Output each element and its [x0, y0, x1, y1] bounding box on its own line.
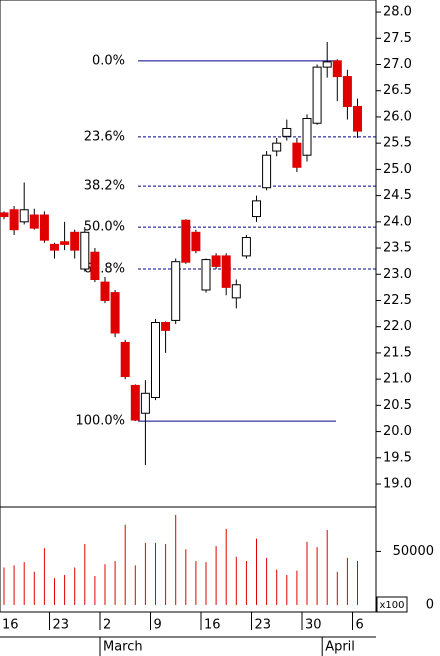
x-tick-label: 9 — [154, 618, 162, 633]
candle-body — [140, 392, 150, 414]
month-label: March — [103, 640, 143, 655]
candle-body — [29, 214, 39, 229]
candle-body — [100, 281, 110, 301]
candle-body — [342, 76, 352, 107]
y-tick-label: 50000 — [393, 544, 434, 559]
candle-body — [110, 292, 120, 334]
candle-body — [211, 255, 221, 267]
x-tick-label: 23 — [53, 618, 70, 633]
candle-body — [70, 231, 80, 251]
candle-body — [322, 61, 332, 68]
y-tick-label: 27.0 — [383, 57, 412, 72]
y-tick-label: 22.0 — [383, 319, 412, 334]
candle-body — [120, 341, 130, 378]
y-tick-label: 25.5 — [383, 136, 412, 151]
x-tick-label: 23 — [255, 618, 272, 633]
candle-body — [19, 209, 29, 223]
candle-body — [191, 231, 201, 252]
volume-frame — [0, 506, 377, 613]
y-tick-label: 21.5 — [383, 345, 412, 360]
candle-body — [80, 231, 90, 270]
fib-label: 61.8% — [84, 262, 125, 277]
candle-body — [252, 200, 261, 218]
fib-label: 50.0% — [84, 220, 125, 235]
fib-label: 0.0% — [92, 53, 125, 68]
candle-body — [161, 322, 171, 331]
candle-body — [231, 284, 241, 299]
y-tick-label: 26.5 — [383, 83, 412, 98]
candle-body — [262, 154, 272, 189]
y-tick-label: 19.0 — [383, 477, 412, 492]
y-tick-label: 27.5 — [383, 31, 412, 46]
candle-body — [292, 142, 302, 168]
candle-body — [90, 251, 100, 281]
candle-body — [221, 255, 231, 288]
candle-body — [181, 219, 191, 263]
candle-body — [241, 237, 251, 257]
candle-body — [151, 322, 160, 398]
y-tick-label: 25.0 — [383, 162, 412, 177]
y-tick-label: 23.0 — [383, 267, 412, 282]
y-tick-label: 19.5 — [383, 450, 412, 465]
candle-body — [0, 212, 9, 218]
y-tick-label: 28.0 — [383, 5, 412, 20]
candle-body — [282, 127, 292, 137]
candle-body — [60, 241, 70, 245]
fib-label: 38.2% — [84, 179, 125, 194]
candle-body — [171, 261, 181, 321]
candle-body — [39, 214, 49, 241]
y-tick-label: 20.5 — [383, 398, 412, 413]
fib-label: 100.0% — [75, 414, 125, 429]
x-tick-label: 16 — [204, 618, 221, 633]
candle-body — [9, 209, 19, 231]
y-tick-label: 24.5 — [383, 188, 412, 203]
candle-body — [312, 66, 322, 124]
month-label: April — [325, 640, 355, 655]
y-tick-label: 21.0 — [383, 372, 412, 387]
candle-body — [50, 243, 59, 251]
x-tick-label: 2 — [103, 618, 111, 633]
unit-box — [376, 596, 408, 613]
fib-label: 23.6% — [84, 129, 125, 144]
y-tick-label: 0 — [426, 597, 434, 612]
y-tick-label: 20.0 — [383, 424, 412, 439]
y-tick-label: 22.5 — [383, 293, 412, 308]
candle-body — [302, 118, 312, 156]
candle-body — [353, 105, 362, 132]
candle-body — [130, 384, 140, 421]
y-tick-label: 24.0 — [383, 214, 412, 229]
y-tick-label: 23.5 — [383, 241, 412, 256]
x-tick-label: 30 — [305, 618, 322, 633]
unit-label: x100 — [379, 600, 404, 611]
candle-body — [201, 259, 211, 291]
y-tick-label: 26.0 — [383, 109, 412, 124]
candle-body — [272, 142, 282, 152]
candle-body — [332, 60, 342, 78]
x-tick-label: 6 — [356, 618, 364, 633]
x-tick-label: 16 — [2, 618, 19, 633]
